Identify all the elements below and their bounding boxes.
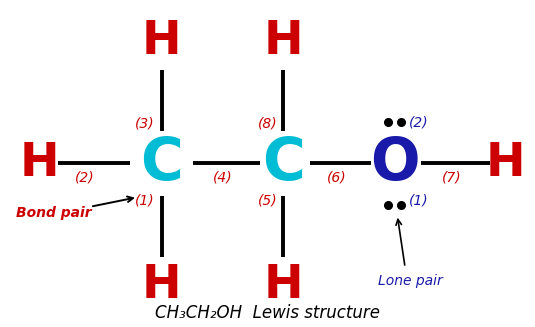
- Text: Lone pair: Lone pair: [378, 274, 443, 288]
- Text: (8): (8): [258, 116, 277, 130]
- Text: O: O: [370, 135, 419, 192]
- Text: Bond pair: Bond pair: [16, 206, 91, 220]
- Text: C: C: [140, 135, 183, 192]
- Text: H: H: [264, 263, 303, 308]
- Text: (1): (1): [135, 193, 155, 207]
- Text: (2): (2): [409, 115, 428, 129]
- Text: (3): (3): [135, 116, 155, 130]
- Text: (7): (7): [442, 171, 462, 185]
- Text: C: C: [262, 135, 305, 192]
- Text: H: H: [264, 19, 303, 64]
- Text: H: H: [486, 141, 525, 186]
- Text: CH₃CH₂OH  Lewis structure: CH₃CH₂OH Lewis structure: [155, 304, 380, 322]
- Text: (2): (2): [75, 171, 95, 185]
- Text: H: H: [20, 141, 59, 186]
- Text: (6): (6): [326, 171, 346, 185]
- Text: (5): (5): [258, 193, 277, 207]
- Text: (4): (4): [213, 171, 232, 185]
- Text: H: H: [142, 263, 181, 308]
- Text: H: H: [142, 19, 181, 64]
- Text: (1): (1): [409, 193, 428, 207]
